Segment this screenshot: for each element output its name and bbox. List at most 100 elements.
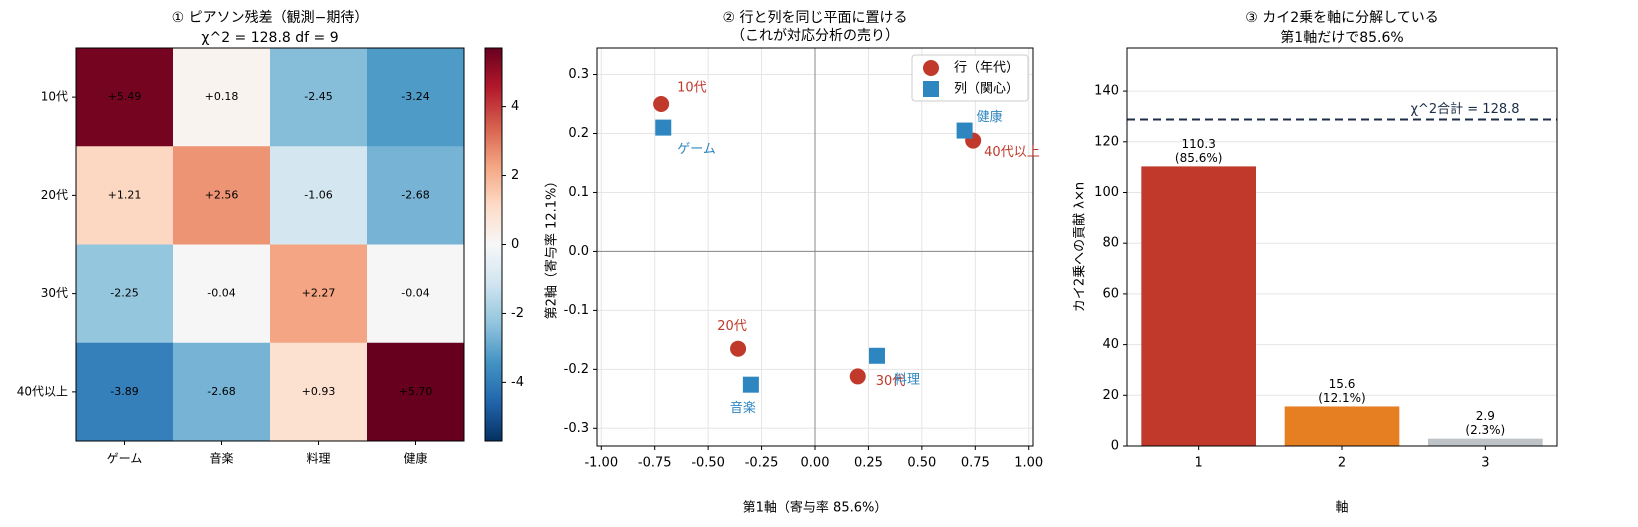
scatter-point-label: 20代 (717, 319, 747, 334)
heatmap-cell-label: +5.70 (399, 385, 433, 398)
heatmap-cell (367, 244, 465, 344)
heatmap-cell (270, 48, 368, 147)
heatmap-cell (173, 244, 271, 344)
heatmap-cell-label: -1.06 (304, 188, 332, 201)
heatmap-cell-label: -0.04 (207, 287, 235, 300)
heatmap-cell-label: +2.27 (302, 287, 336, 300)
heatmap-subtitle: χ^2 = 128.8 df = 9 (201, 30, 338, 46)
bar-x-tick-label: 2 (1338, 456, 1346, 471)
bar-x-tick-label: 1 (1195, 456, 1203, 471)
scatter-legend: 行（年代） 列（関心） (911, 54, 1029, 102)
scatter-point-row (730, 340, 747, 357)
scatter-point-row (849, 368, 866, 385)
heatmap-cell-label: +1.21 (108, 188, 142, 201)
heatmap-cell (76, 342, 174, 442)
bar-title: ③ カイ2乗を軸に分解している (1245, 10, 1439, 26)
heatmap-col-label: 健康 (403, 451, 427, 466)
heatmap-col-label: ゲーム (107, 452, 143, 466)
bar-y-tick-label: 100 (1094, 185, 1119, 200)
scatter-point-label: 料理 (894, 372, 920, 387)
bar (1428, 438, 1543, 446)
scatter-panel: ② 行と列を同じ平面に置ける （これが対応分析の売り） -1.00 -0.75 -0.5… (544, 10, 1044, 516)
heatmap-cell (367, 48, 465, 147)
scatter-x-axis-label: 第1軸（寄与率 85.6%） (743, 500, 888, 516)
bar-y-tick-label: 0 (1111, 439, 1119, 454)
scatter-point-col (868, 347, 885, 364)
bar-percent-label: (2.3%) (1465, 423, 1505, 437)
heatmap-frame (75, 47, 465, 442)
scatter-point-label: ゲーム (677, 142, 716, 157)
colorbar (484, 47, 503, 442)
scatter-x-tick-label: 0.75 (961, 456, 990, 471)
heatmap-cell (76, 48, 174, 147)
scatter-y-tick-label: -0.2 (564, 362, 589, 377)
total-chi2-label: χ^2合計 = 128.8 (1410, 101, 1519, 117)
heatmap-cell-label: -2.45 (304, 90, 332, 103)
heatmap-cell (173, 146, 271, 245)
scatter-y-tick-label: -0.1 (564, 303, 589, 318)
bar-x-axis-label: 軸 (1335, 501, 1348, 516)
bar-frame (1126, 47, 1558, 447)
scatter-point-row (653, 96, 670, 113)
heatmap-cell-label: +5.49 (108, 90, 142, 103)
bar-subtitle: 第1軸だけで85.6% (1280, 29, 1403, 46)
scatter-point-label: 30代 (876, 374, 906, 389)
bar-value-label: 110.3 (1181, 137, 1215, 151)
bar-y-tick-label: 120 (1094, 134, 1119, 149)
heatmap-cell (270, 146, 368, 245)
scatter-point-col (742, 376, 759, 393)
heatmap-col-label: 料理 (306, 452, 330, 466)
scatter-y-tick-label: 0.2 (568, 126, 589, 141)
scatter-x-tick-label: 1.00 (1014, 456, 1043, 471)
heatmap-cell (367, 342, 465, 442)
colorbar-tick-label: 2 (511, 168, 519, 183)
bar-value-label: 15.6 (1329, 377, 1356, 391)
scatter-point-label: 40代以上 (984, 145, 1040, 160)
bar-percent-label: (12.1%) (1318, 391, 1365, 405)
bar-value-label: 2.9 (1476, 409, 1495, 423)
legend-marker-col (923, 81, 939, 97)
bar (1284, 406, 1400, 446)
heatmap-cell (270, 244, 368, 344)
legend-marker-row (923, 60, 939, 76)
heatmap-cell-label: +0.18 (205, 90, 239, 103)
bar-y-axis-label: カイ2乗への貢献 λ×n (1073, 182, 1088, 312)
heatmap-col-label: 音楽 (209, 451, 233, 466)
heatmap-cell-label: +2.56 (205, 188, 239, 201)
heatmap-cell-label: +0.93 (302, 385, 336, 398)
scatter-point-col (956, 122, 973, 139)
scatter-x-tick-label: -0.50 (691, 456, 725, 471)
scatter-x-tick-label: -0.75 (638, 456, 672, 471)
heatmap-cell-label: -2.25 (110, 287, 138, 300)
scatter-point-label: 音楽 (730, 400, 756, 416)
colorbar-tick-label: -2 (511, 306, 524, 321)
heatmap-cell (367, 146, 465, 245)
bar-x-tick-label: 3 (1481, 456, 1489, 471)
heatmap-cell-label: -3.89 (110, 385, 138, 398)
bar-y-tick-label: 80 (1102, 236, 1119, 251)
scatter-x-tick-label: -0.25 (745, 456, 779, 471)
scatter-x-tick-label: 0.00 (801, 456, 830, 471)
heatmap-row-label: 10代 (41, 90, 68, 104)
scatter-y-tick-label: -0.3 (564, 421, 589, 436)
heatmap-cell (270, 342, 368, 442)
bar-y-tick-label: 60 (1102, 286, 1119, 301)
scatter-frame (596, 47, 1034, 447)
heatmap-cell-label: -2.68 (401, 188, 429, 201)
colorbar-tick-label: -4 (511, 375, 524, 390)
scatter-y-tick-label: 0.1 (568, 185, 589, 200)
scatter-point-col (655, 119, 672, 136)
heatmap-title: ① ピアソン残差（観測−期待） (172, 9, 369, 26)
heatmap-cell (76, 244, 174, 344)
bar-y-tick-label: 20 (1102, 388, 1119, 403)
heatmap-cell (173, 342, 271, 442)
legend-box (911, 54, 1029, 102)
scatter-title: ② 行と列を同じ平面に置ける (722, 10, 907, 26)
scatter-y-axis-label: 第2軸（寄与率 12.1%） (544, 175, 560, 320)
colorbar-tick-label: 4 (511, 99, 519, 114)
heatmap-panel: ① ピアソン残差（観測−期待） χ^2 = 128.8 df = 9 +5.49 +0… (17, 9, 524, 466)
heatmap-cell (76, 146, 174, 245)
heatmap-row-label: 40代以上 (17, 384, 68, 398)
legend-label: 列（関心） (954, 82, 1019, 97)
